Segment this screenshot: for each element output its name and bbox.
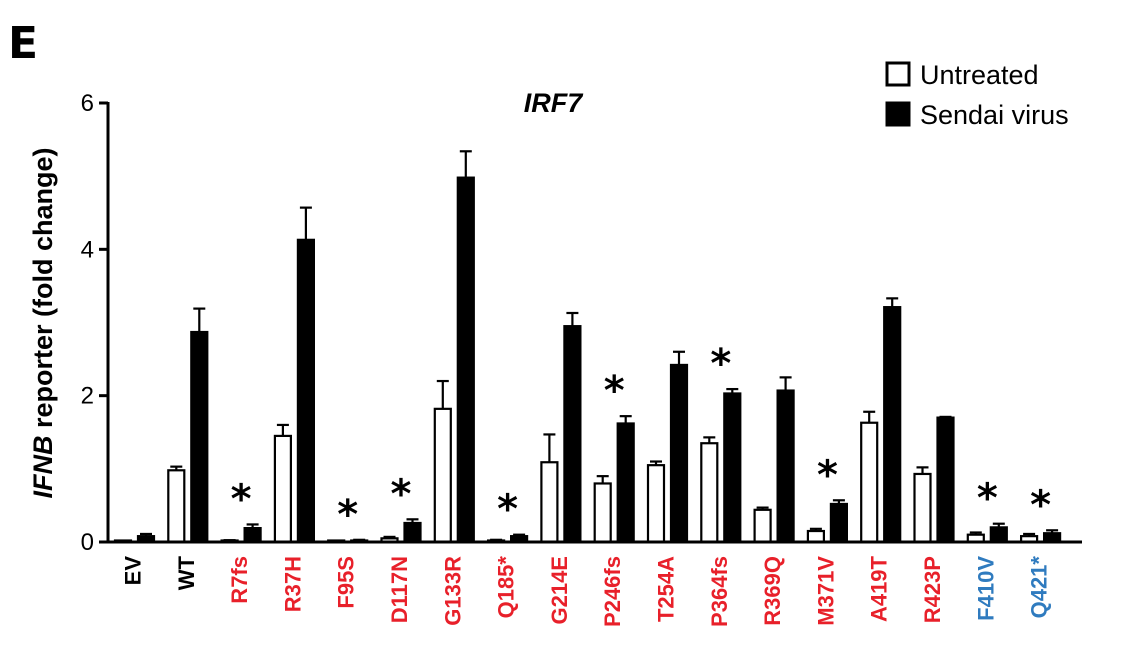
x-tick-label: A419T [867,555,892,622]
bar-sendai-r7fs [243,526,262,544]
x-tick-label: R7fs [227,556,252,604]
x-tick-label: WT [174,555,199,590]
bars [113,150,1062,544]
significance-star: * [817,452,838,498]
x-tick-label: D117N [387,556,412,623]
significance-star: * [337,492,358,538]
y-axis-label: IFNB reporter (fold change) [28,147,58,498]
bar-sendai-a419t [883,306,902,544]
significance-star: * [391,471,412,517]
y-tick-label: 4 [81,236,94,263]
x-tick-label: Q421* [1027,556,1052,619]
bar-sendai-r37h [296,238,315,544]
bar-sendai-d117n [403,521,422,544]
bar-untreated-m371v [806,529,826,544]
x-tick-label: F410V [973,556,998,621]
y-tick-label: 0 [81,529,94,556]
y-tick-label: 2 [81,383,94,410]
bar-untreated-p364fs [700,442,719,544]
x-tick-label: R423P [920,556,945,623]
bar-sendai-wt [190,330,209,544]
bar-untreated-r37h [273,434,292,544]
legend-swatch-sendai [885,101,911,127]
bar-sendai-g133r [456,176,475,544]
significance-star: * [604,368,625,414]
x-tick-label: M371V [813,556,838,626]
bar-untreated-g214e [540,461,559,544]
significance-star: * [497,487,518,533]
x-tick-label: G133R [440,556,465,626]
x-tick-label: EV [121,556,146,586]
x-tick-label: Q185* [494,556,519,619]
x-tick-label: G214E [547,556,572,625]
x-tick-label: R37H [280,556,305,612]
x-axis: EV WT R7fs R37H F95S D117N G133R Q185* G214E P246… [106,540,1082,627]
significance-star: * [977,476,998,522]
bar-untreated-a419t [860,421,879,544]
significance-star: * [1030,482,1051,528]
bar-sendai-r423p [936,416,955,544]
x-tick-label: T254A [654,556,679,622]
bar-sendai-p246fs [616,422,635,544]
x-tick-label: P364fs [707,556,732,627]
significance-star: * [710,341,731,387]
bar-sendai-g214e [563,325,582,544]
bar-sendai-m371v [829,502,849,544]
x-tick-label: F95S [334,556,359,609]
bar-sendai-f410v [989,526,1008,544]
bar-untreated-g133r [433,407,452,544]
bar-sendai-r369q [776,389,795,544]
legend-label-sendai: Sendai virus [920,100,1069,130]
x-tick-label: P246fs [600,556,625,627]
y-axis-label-gene: IFNB [28,436,58,499]
bar-untreated-r369q [753,508,772,544]
significance-star: * [231,476,252,522]
legend-swatch-untreated [885,61,911,87]
bar-sendai-t254a [669,363,689,544]
bar-untreated-wt [167,469,186,544]
y-axis: 0 2 4 6 [81,90,110,556]
bar-untreated-t254a [646,464,666,544]
bar-untreated-p246fs [593,482,612,544]
chart-title: IRF7 [524,88,584,118]
x-tick-label: R369Q [760,556,785,626]
bar-untreated-r423p [913,472,932,544]
significance-marks: * * * * * * * * * [231,341,1051,538]
y-tick-label: 6 [81,90,94,117]
legend: Untreated Sendai virus [885,60,1069,130]
y-axis-label-text: reporter (fold change) [28,147,58,435]
panel-letter: E [8,18,38,69]
bar-sendai-p364fs [723,392,742,544]
legend-label-untreated: Untreated [920,60,1039,90]
